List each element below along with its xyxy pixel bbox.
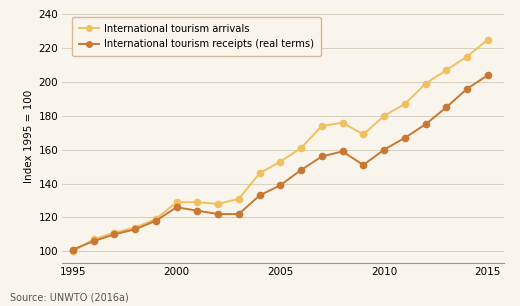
Y-axis label: Index 1995 = 100: Index 1995 = 100 [24,90,34,183]
Text: Source: UNWTO (2016a): Source: UNWTO (2016a) [10,293,129,303]
Legend: International tourism arrivals, International tourism receipts (real terms): International tourism arrivals, Internat… [72,17,321,56]
